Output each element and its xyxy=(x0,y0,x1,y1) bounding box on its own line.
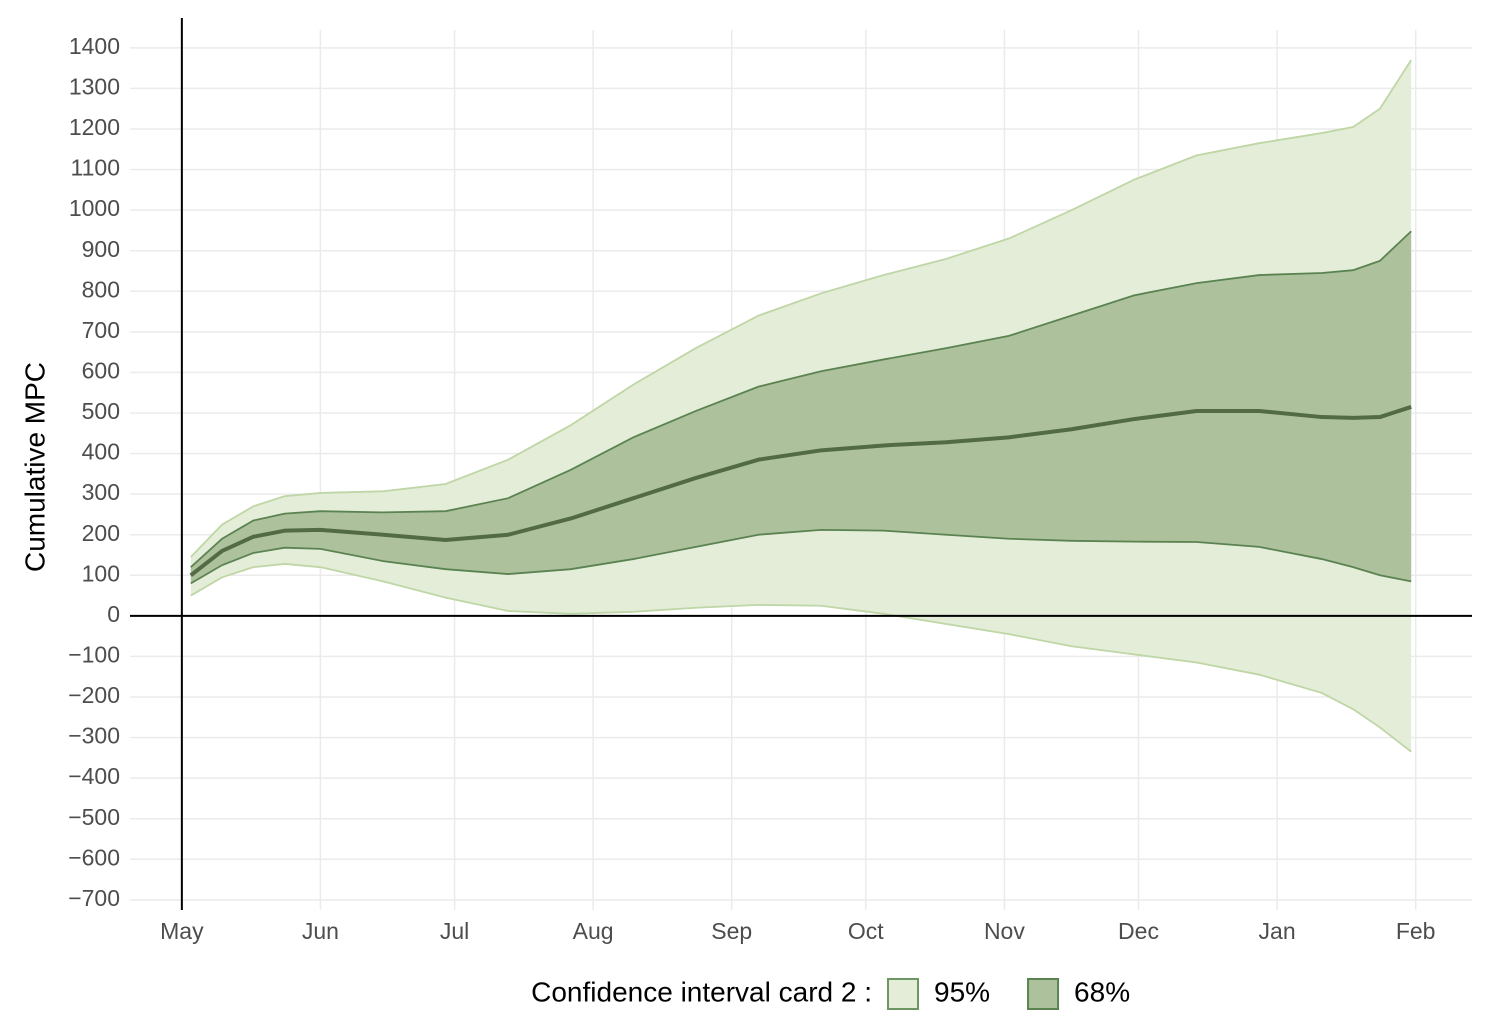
y-tick-label: 100 xyxy=(82,560,120,586)
y-tick-label: −700 xyxy=(68,885,120,911)
x-tick-label: Nov xyxy=(984,918,1025,944)
y-tick-label: 1000 xyxy=(69,195,120,221)
y-tick-label: 1300 xyxy=(69,74,120,100)
x-tick-label: Feb xyxy=(1396,918,1436,944)
y-tick-label: 300 xyxy=(82,479,120,505)
band-edge xyxy=(190,563,1412,753)
y-tick-label: 900 xyxy=(82,236,120,262)
y-tick-label: 800 xyxy=(82,276,120,302)
confidence-band xyxy=(190,231,1412,584)
legend-label: 68% xyxy=(1074,976,1130,1007)
x-tick-label: Oct xyxy=(848,918,884,944)
y-tick-label: 400 xyxy=(82,439,120,465)
band-edge xyxy=(190,528,1412,585)
band-edge xyxy=(190,230,1412,568)
legend-label: 95% xyxy=(934,976,990,1007)
x-tick-label: Aug xyxy=(573,918,614,944)
x-tick-label: Jan xyxy=(1259,918,1296,944)
y-tick-label: 1400 xyxy=(69,33,120,59)
median-line xyxy=(189,405,1412,577)
y-tick-label: 1200 xyxy=(69,114,120,140)
x-tick-label: Jun xyxy=(302,918,339,944)
y-tick-label: 0 xyxy=(107,601,120,627)
x-tick-label: Sep xyxy=(711,918,752,944)
y-tick-label: −600 xyxy=(68,844,120,870)
y-tick-label: 700 xyxy=(82,317,120,343)
y-tick-label: −500 xyxy=(68,804,120,830)
x-tick-label: Jul xyxy=(440,918,469,944)
y-tick-label: 1100 xyxy=(71,155,120,181)
y-axis-title: Cumulative MPC xyxy=(19,362,50,572)
band-edge xyxy=(190,59,1412,558)
x-tick-label: May xyxy=(160,918,204,944)
y-tick-label: −400 xyxy=(68,763,120,789)
y-tick-label: 200 xyxy=(82,520,120,546)
legend-title: Confidence interval card 2 : xyxy=(531,976,872,1007)
y-tick-label: −100 xyxy=(68,642,120,668)
legend-key xyxy=(887,978,919,1010)
x-tick-label: Dec xyxy=(1118,918,1159,944)
y-tick-label: 600 xyxy=(82,358,120,384)
y-tick-label: −200 xyxy=(68,682,120,708)
y-tick-label: 500 xyxy=(82,398,120,424)
legend-key xyxy=(1027,978,1060,1010)
y-tick-label: −300 xyxy=(68,723,120,749)
